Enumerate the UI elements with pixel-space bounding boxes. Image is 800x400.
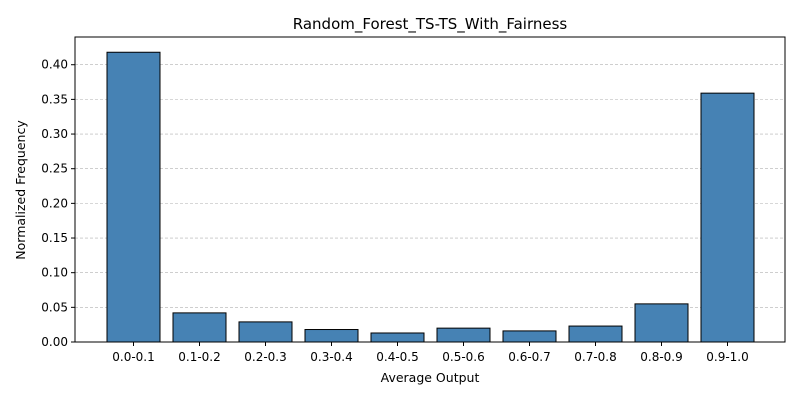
x-tick-label: 0.7-0.8 [574,350,617,364]
bar-0.6-0.7 [502,330,557,343]
x-tick-label: 0.2-0.3 [244,350,287,364]
bar-0.9-1.0 [700,92,755,343]
bars [106,51,755,343]
y-tick-label: 0.20 [41,196,68,210]
bar-0.8-0.9 [634,303,689,343]
x-tick-label: 0.6-0.7 [508,350,551,364]
y-axis: 0.00 0.05 0.10 0.15 0.20 0.25 0.30 0.35 0.40 [41,58,75,349]
bar-0.0-0.1 [106,51,161,343]
gridlines [75,64,785,308]
y-tick-label: 0.25 [41,162,68,176]
x-tick-label: 0.3-0.4 [310,350,353,364]
bar-0.5-0.6 [436,327,491,343]
y-tick-label: 0.35 [41,92,68,106]
bar-0.7-0.8 [568,325,623,343]
y-tick-label: 0.40 [41,58,68,72]
x-tick-label: 0.4-0.5 [376,350,419,364]
y-tick-label: 0.10 [41,266,68,280]
x-axis-label: Average Output [381,370,480,385]
y-tick-label: 0.15 [41,231,68,245]
x-tick-label: 0.0-0.1 [112,350,155,364]
bar-0.3-0.4 [304,329,359,343]
x-tick-label: 0.9-1.0 [706,350,749,364]
x-axis: 0.0-0.1 0.1-0.2 0.2-0.3 0.3-0.4 0.4-0.5 0.5-0… [112,342,749,364]
y-tick-label: 0.00 [41,335,68,349]
bar-0.4-0.5 [370,332,425,343]
bar-0.2-0.3 [238,321,293,343]
x-tick-label: 0.5-0.6 [442,350,485,364]
bar-0.1-0.2 [172,312,227,343]
plot-frame [74,36,786,343]
y-tick-label: 0.30 [41,127,68,141]
chart-title: Random_Forest_TS-TS_With_Fairness [293,15,568,34]
y-tick-label: 0.05 [41,300,68,314]
x-tick-label: 0.8-0.9 [640,350,683,364]
x-tick-label: 0.1-0.2 [178,350,221,364]
y-axis-label: Normalized Frequency [13,120,28,260]
